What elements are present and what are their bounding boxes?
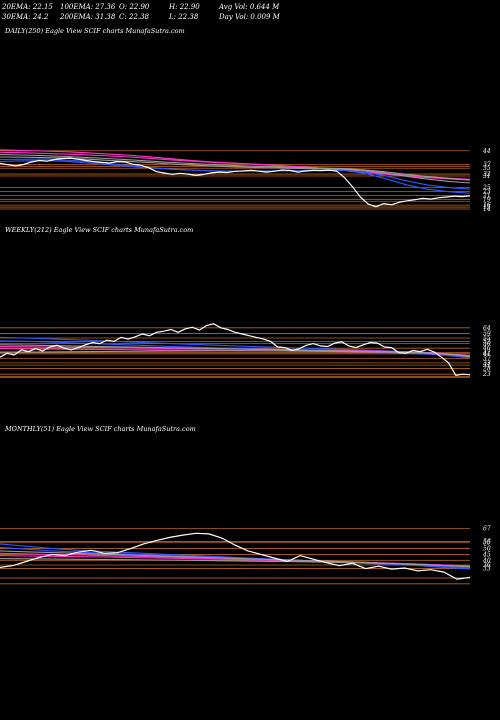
daily-level-label: 21 — [482, 192, 491, 199]
daily-level-label: 31 — [483, 173, 491, 180]
weekly-level-label: 33 — [483, 360, 491, 367]
daily-price-line — [0, 157, 471, 208]
low-value: L: 22.38 — [169, 13, 199, 21]
weekly-panel-title: WEEKLY(212) Eagle View SCIF charts Munaf… — [5, 226, 194, 234]
weekly-level-label: 52 — [483, 338, 491, 345]
stats-row-1: 20EMA: 22.15 100EMA: 27.36 O: 22.90 H: 2… — [2, 2, 498, 12]
monthly-panel-title: MONTHLY(51) Eagle View SCIF charts Munaf… — [5, 425, 196, 433]
daily-ema-line-5 — [0, 154, 471, 181]
close-value: C: 22.38 — [119, 13, 149, 21]
weekly-level-label: 64 — [483, 325, 491, 332]
weekly-level-label: 46 — [482, 345, 491, 352]
weekly-level-label: 55 — [483, 335, 491, 342]
ema100-value: 100EMA: 27.36 — [60, 3, 116, 11]
monthly-ema-line-5 — [0, 558, 471, 568]
stats-row-2: 30EMA: 24.2 200EMA: 31.38 C: 22.38 L: 22… — [2, 12, 498, 22]
ema30-value: 30EMA: 24.2 — [2, 13, 49, 21]
high-value: H: 22.90 — [169, 3, 200, 11]
daily-level-label: 19 — [483, 196, 491, 203]
weekly-level-label: 31 — [483, 362, 491, 369]
monthly-level-label: 33 — [483, 566, 491, 573]
day-vol-value: Day Vol: 0.009 M — [219, 13, 280, 21]
daily-level-label: 44 — [482, 148, 491, 155]
open-value: O: 22.90 — [119, 3, 150, 11]
ema200-value: 200EMA: 31.38 — [60, 13, 116, 21]
daily-level-label: 25 — [482, 185, 491, 192]
monthly-level-label: 67 — [483, 526, 491, 533]
daily-level-label: 16 — [483, 202, 491, 209]
monthly-level-label: 36 — [483, 562, 491, 569]
avg-vol-value: Avg Vol: 0.644 M — [219, 3, 280, 11]
weekly-level-label: 37 — [483, 355, 491, 362]
weekly-ema-line-5 — [0, 350, 471, 358]
daily-level-label: 15 — [483, 204, 491, 211]
ema20-value: 20EMA: 22.15 — [2, 3, 53, 11]
monthly-level-label: 45 — [482, 551, 491, 558]
stats-header: 20EMA: 22.15 100EMA: 27.36 O: 22.90 H: 2… — [2, 2, 498, 22]
weekly-level-label: 59 — [483, 330, 491, 337]
weekly-level-label: 42 — [482, 350, 491, 357]
daily-level-label: 14 — [483, 206, 491, 212]
daily-level-label: 32 — [483, 171, 491, 178]
weekly-level-label: 23 — [482, 371, 491, 378]
daily-level-label: 37 — [483, 161, 491, 168]
daily-level-label: 23 — [482, 189, 491, 196]
weekly-level-label: 28 — [482, 366, 491, 373]
monthly-price-line — [0, 532, 471, 580]
monthly-level-label: 50 — [483, 546, 491, 553]
daily-level-label: 35 — [483, 165, 491, 172]
weekly-level-label: 50 — [483, 341, 491, 348]
weekly-price-line — [0, 323, 471, 376]
monthly-level-label: 55 — [483, 540, 491, 547]
monthly-level-label: 56 — [483, 539, 491, 546]
daily-panel-title: DAILY(250) Eagle View SCIF charts Munafa… — [5, 27, 185, 35]
weekly-level-label: 41 — [482, 351, 491, 358]
monthly-level-label: 40 — [482, 557, 491, 564]
